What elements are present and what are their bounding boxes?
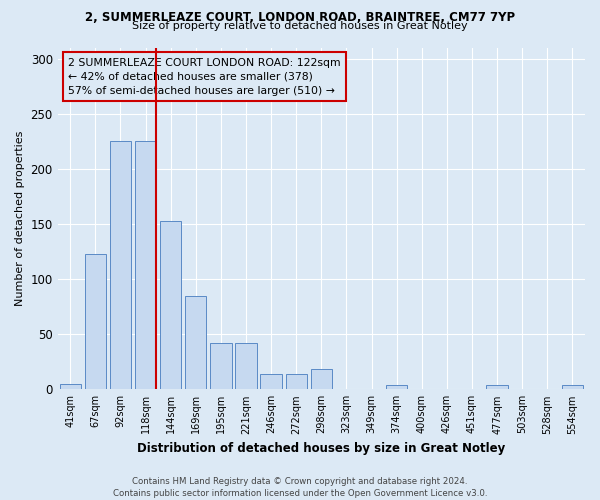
Bar	[235, 343, 257, 390]
Bar	[311, 370, 332, 390]
Bar	[487, 385, 508, 390]
Bar	[160, 220, 181, 390]
Bar	[260, 374, 282, 390]
Text: Size of property relative to detached houses in Great Notley: Size of property relative to detached ho…	[132, 21, 468, 31]
Text: 2 SUMMERLEAZE COURT LONDON ROAD: 122sqm
← 42% of detached houses are smaller (37: 2 SUMMERLEAZE COURT LONDON ROAD: 122sqm …	[68, 58, 341, 96]
Bar	[562, 385, 583, 390]
Y-axis label: Number of detached properties: Number of detached properties	[15, 130, 25, 306]
Text: Contains HM Land Registry data © Crown copyright and database right 2024.
Contai: Contains HM Land Registry data © Crown c…	[113, 476, 487, 498]
Bar	[59, 384, 81, 390]
Bar	[210, 343, 232, 390]
Text: 2, SUMMERLEAZE COURT, LONDON ROAD, BRAINTREE, CM77 7YP: 2, SUMMERLEAZE COURT, LONDON ROAD, BRAIN…	[85, 11, 515, 24]
Bar	[110, 141, 131, 390]
Bar	[286, 374, 307, 390]
X-axis label: Distribution of detached houses by size in Great Notley: Distribution of detached houses by size …	[137, 442, 505, 455]
Bar	[85, 254, 106, 390]
Bar	[386, 385, 407, 390]
Bar	[185, 296, 206, 390]
Bar	[135, 141, 156, 390]
